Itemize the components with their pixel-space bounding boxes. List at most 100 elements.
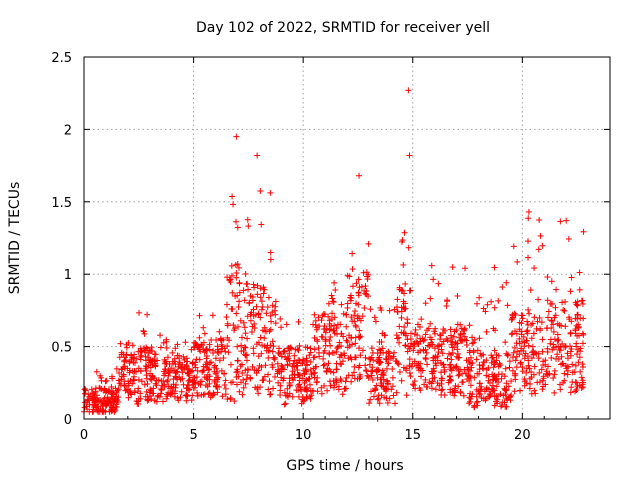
data-point bbox=[465, 373, 472, 380]
data-point bbox=[400, 298, 407, 305]
data-point bbox=[206, 360, 213, 367]
data-point bbox=[205, 390, 212, 397]
data-point bbox=[286, 375, 293, 382]
data-point bbox=[95, 398, 102, 405]
data-point bbox=[267, 391, 274, 398]
data-point bbox=[531, 363, 538, 370]
data-point bbox=[201, 330, 208, 337]
data-point bbox=[255, 367, 262, 374]
data-point bbox=[148, 376, 155, 383]
data-point bbox=[137, 368, 144, 375]
data-point bbox=[307, 345, 314, 352]
data-point bbox=[439, 329, 446, 336]
data-point bbox=[418, 316, 425, 323]
data-point bbox=[327, 342, 334, 349]
data-point bbox=[209, 312, 216, 319]
data-point bbox=[215, 374, 222, 381]
data-point bbox=[236, 388, 243, 395]
data-point bbox=[452, 339, 459, 346]
data-point bbox=[371, 387, 378, 394]
data-point bbox=[307, 387, 314, 394]
data-point bbox=[213, 383, 220, 390]
data-point bbox=[495, 379, 502, 386]
data-point bbox=[269, 302, 276, 309]
data-point bbox=[351, 312, 358, 319]
data-point bbox=[550, 321, 557, 328]
data-point bbox=[117, 340, 124, 347]
data-point bbox=[483, 372, 490, 379]
data-point bbox=[320, 362, 327, 369]
data-point bbox=[574, 383, 581, 390]
data-point bbox=[373, 367, 380, 374]
data-point bbox=[383, 350, 390, 357]
data-point bbox=[572, 379, 579, 386]
y-tick-label: 2 bbox=[64, 123, 72, 138]
data-point bbox=[180, 353, 187, 360]
data-point bbox=[224, 320, 231, 327]
data-point bbox=[510, 243, 517, 250]
data-point bbox=[228, 305, 235, 312]
data-point bbox=[234, 224, 241, 231]
data-point bbox=[281, 389, 288, 396]
data-point bbox=[120, 371, 127, 378]
data-point bbox=[244, 335, 251, 342]
data-point bbox=[557, 386, 564, 393]
data-point bbox=[122, 387, 129, 394]
data-point bbox=[502, 387, 509, 394]
data-point bbox=[190, 384, 197, 391]
data-point bbox=[574, 311, 581, 318]
data-point bbox=[555, 336, 562, 343]
data-point bbox=[236, 279, 243, 286]
data-point bbox=[446, 373, 453, 380]
data-point bbox=[126, 358, 133, 365]
data-point bbox=[568, 345, 575, 352]
data-point bbox=[335, 383, 342, 390]
data-point bbox=[528, 355, 535, 362]
axis-ticks bbox=[83, 56, 610, 420]
data-point bbox=[290, 377, 297, 384]
data-point bbox=[462, 265, 469, 272]
data-point bbox=[295, 387, 302, 394]
data-point bbox=[467, 354, 474, 361]
data-point bbox=[236, 298, 243, 305]
x-tick-label: 10 bbox=[295, 428, 312, 443]
data-point bbox=[338, 301, 345, 308]
data-point bbox=[252, 311, 259, 318]
data-point bbox=[356, 172, 363, 179]
data-point bbox=[539, 336, 546, 343]
data-point bbox=[428, 262, 435, 269]
data-point bbox=[313, 379, 320, 386]
data-point bbox=[347, 297, 354, 304]
data-point bbox=[349, 266, 356, 273]
data-point bbox=[259, 303, 266, 310]
data-point bbox=[247, 311, 254, 318]
data-point bbox=[113, 365, 120, 372]
data-point bbox=[325, 360, 332, 367]
data-point bbox=[572, 362, 579, 369]
data-point bbox=[506, 358, 513, 365]
data-point bbox=[580, 379, 587, 386]
data-point bbox=[504, 396, 511, 403]
data-point bbox=[529, 343, 536, 350]
data-point bbox=[536, 314, 543, 321]
data-point bbox=[384, 399, 391, 406]
data-point bbox=[138, 378, 145, 385]
data-point bbox=[365, 375, 372, 382]
data-point bbox=[189, 367, 196, 374]
data-point bbox=[349, 341, 356, 348]
data-point bbox=[289, 372, 296, 379]
data-point bbox=[367, 356, 374, 363]
data-point bbox=[539, 377, 546, 384]
data-point bbox=[268, 318, 275, 325]
data-point bbox=[330, 349, 337, 356]
data-point bbox=[172, 384, 179, 391]
data-point bbox=[242, 330, 249, 337]
data-point bbox=[108, 406, 115, 413]
data-point bbox=[357, 333, 364, 340]
data-point bbox=[121, 358, 128, 365]
data-point bbox=[525, 306, 532, 313]
data-point bbox=[460, 330, 467, 337]
data-point bbox=[223, 314, 230, 321]
data-point bbox=[109, 391, 116, 398]
